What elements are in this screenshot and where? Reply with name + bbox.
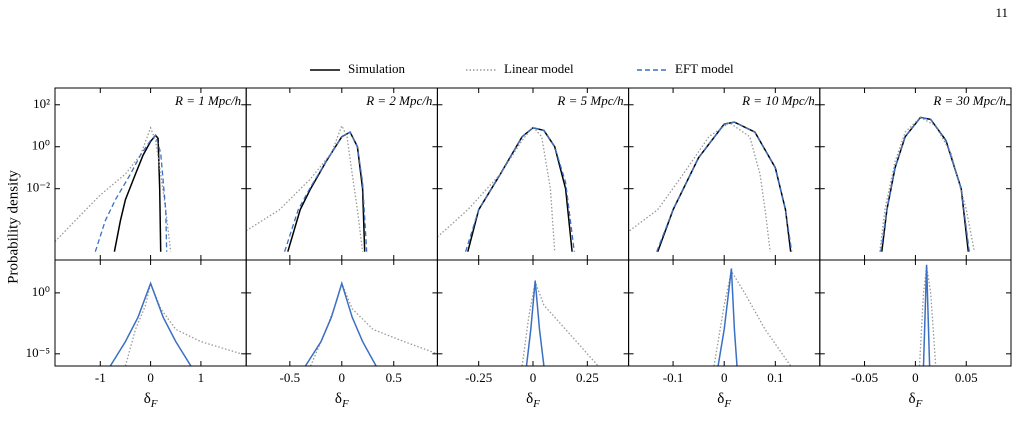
plot-area: [879, 116, 976, 252]
y-axis-label: Probability density: [5, 170, 21, 284]
series-line: [94, 134, 168, 252]
series-line: [246, 124, 364, 252]
plot-area: [629, 121, 793, 252]
x-axis-label: δF: [908, 391, 922, 409]
x-tick-label: -1: [95, 370, 106, 385]
x-tick-label: 0: [339, 370, 346, 385]
panel-annotation: R = 10 Mpc/h: [741, 93, 815, 108]
series-line: [918, 266, 937, 366]
x-tick-label: -0.25: [465, 370, 492, 385]
series-line: [656, 121, 792, 252]
legend-label: Linear model: [504, 61, 574, 76]
page-number: 11: [995, 5, 1008, 20]
series-line: [304, 280, 377, 366]
panel-frame: [436, 87, 630, 261]
series-line: [713, 269, 792, 366]
plot-area: [918, 264, 937, 366]
series-line: [467, 126, 573, 252]
x-axis-label: δF: [717, 391, 731, 409]
panel-frame: [54, 87, 247, 261]
series-line: [283, 131, 368, 252]
series-line: [881, 116, 970, 252]
panel-frame: [245, 87, 438, 261]
plot-area: [55, 125, 172, 252]
plot-area: [109, 281, 242, 366]
series-line: [437, 125, 556, 252]
legend-label: Simulation: [348, 61, 406, 76]
plot-area: [304, 280, 438, 366]
panel-annotation: R = 30 Mpc/h: [932, 93, 1006, 108]
x-axis-label: δF: [335, 391, 349, 409]
y-tick-label: 10²: [33, 96, 50, 111]
series-line: [717, 268, 738, 366]
panel-frame: [628, 259, 821, 367]
plot-area: [437, 125, 575, 252]
plot-area: [713, 268, 792, 366]
x-tick-label: -0.05: [851, 370, 878, 385]
legend-label: EFT model: [675, 61, 734, 76]
x-tick-label: 0.05: [955, 370, 978, 385]
panel-frame: [819, 87, 1012, 261]
x-tick-label: 1: [198, 370, 205, 385]
panel-annotation: R = 2 Mpc/h: [365, 93, 432, 108]
x-tick-label: 0: [530, 370, 537, 385]
y-tick-label: 10⁰: [32, 138, 50, 153]
series-line: [109, 281, 192, 366]
panel-frame: [245, 259, 438, 367]
series-line: [525, 280, 545, 366]
series-line: [629, 121, 771, 252]
panel-annotation: R = 1 Mpc/h: [174, 93, 241, 108]
panel-frame: [819, 259, 1012, 367]
series-line: [656, 121, 793, 252]
x-tick-label: 0: [147, 370, 154, 385]
series-line: [464, 127, 575, 252]
x-tick-label: -0.1: [663, 370, 684, 385]
panel-annotation: R = 5 Mpc/h: [556, 93, 623, 108]
series-line: [113, 134, 162, 252]
x-tick-label: 0.5: [386, 370, 402, 385]
x-axis-label: δF: [526, 391, 540, 409]
x-tick-label: 0: [912, 370, 919, 385]
panel-frame: [628, 87, 821, 261]
panel-frame: [54, 259, 247, 367]
y-tick-label: 10⁻⁵: [26, 345, 50, 360]
x-tick-label: -0.5: [280, 370, 301, 385]
x-tick-label: 0: [721, 370, 728, 385]
series-line: [55, 125, 172, 252]
y-tick-label: 10⁻²: [26, 180, 50, 195]
x-tick-label: 0.25: [576, 370, 599, 385]
series-line: [922, 264, 931, 366]
series-line: [287, 131, 366, 252]
series-line: [124, 281, 242, 366]
series-line: [521, 279, 599, 366]
series-line: [880, 116, 970, 252]
plot-area: [246, 124, 368, 252]
series-line: [310, 281, 438, 366]
plot-area: [521, 279, 599, 366]
x-axis-label: δF: [144, 391, 158, 409]
y-tick-label: 10⁰: [32, 284, 50, 299]
x-tick-label: 0.1: [767, 370, 783, 385]
series-line: [879, 116, 976, 252]
